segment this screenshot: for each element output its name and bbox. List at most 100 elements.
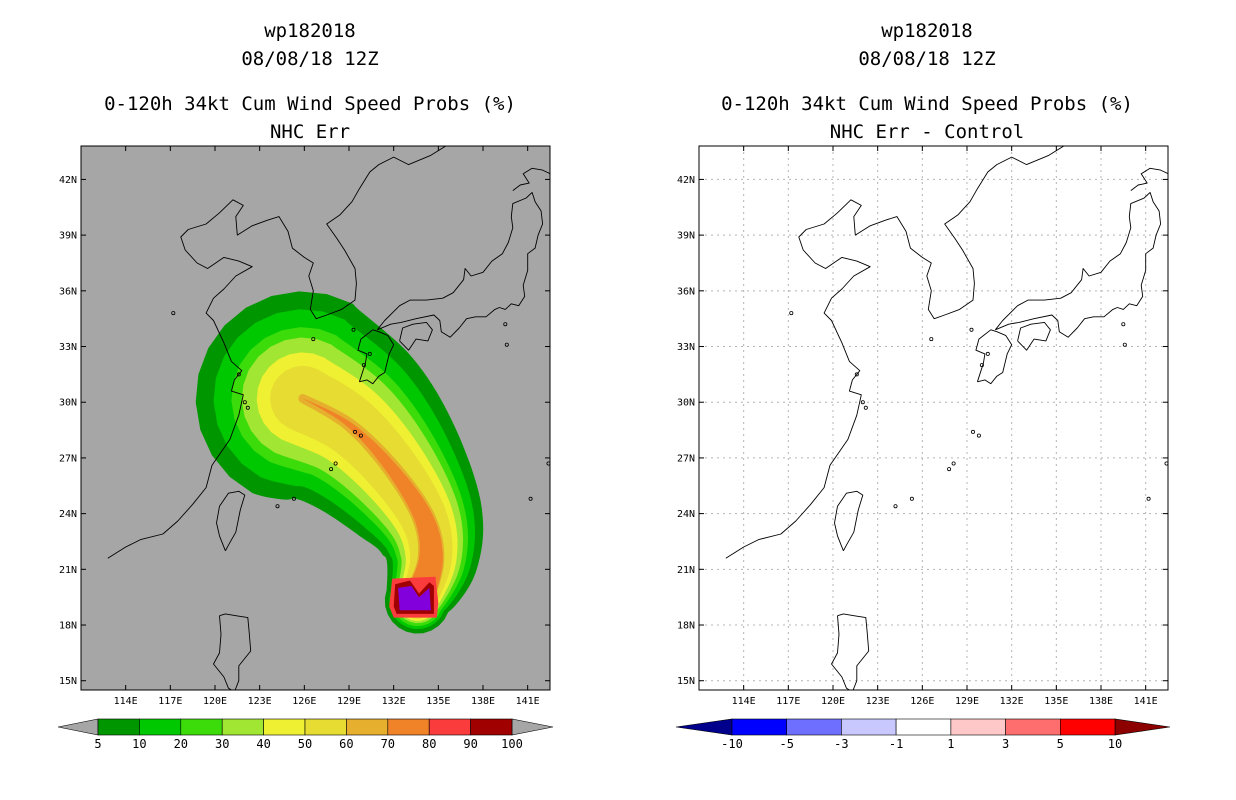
colorbar-label: 5 <box>1057 737 1064 751</box>
x-tick-label: 120E <box>203 696 227 707</box>
coastline-segment <box>1130 167 1168 191</box>
right-map-background <box>699 146 1168 690</box>
island-outline <box>1122 342 1127 347</box>
right-titles: wp182018 08/08/18 12Z 0-120h 34kt Cum Wi… <box>721 20 1133 143</box>
island-outline <box>242 400 247 405</box>
island-outline <box>789 311 794 316</box>
colorbar-bin <box>263 718 306 736</box>
colorbar-bin <box>841 718 897 736</box>
colorbar-label: 10 <box>132 737 146 751</box>
colorbar-label: 1 <box>947 737 954 751</box>
left-y-ticks: 15N 18N 21N 24N 27N 30N 33N 36N 39N 42N <box>59 175 550 687</box>
x-tick-label: 126E <box>910 696 934 707</box>
coastline-segment <box>994 191 1162 338</box>
right-colorbar: -10 -5 -3 -1 1 3 5 10 <box>675 718 1171 751</box>
y-tick-label: 42N <box>59 175 77 186</box>
x-tick-label: 141E <box>516 696 540 707</box>
left-title-date: 08/08/18 12Z <box>241 48 378 70</box>
island-outline <box>73 583 76 586</box>
right-title-variant: NHC Err - Control <box>830 121 1024 143</box>
right-y-ticks: 15N 18N 21N 24N 27N 30N 33N 36N 39N 42N <box>677 175 1168 687</box>
y-tick-label: 30N <box>59 398 77 409</box>
island-outline <box>893 504 898 509</box>
colorbar-bin <box>731 718 788 736</box>
right-x-ticks: 114E 117E 120E 123E 126E 129E 132E 135E 138E 141E <box>732 146 1158 707</box>
island-outline <box>528 496 533 501</box>
y-tick-label: 18N <box>677 621 695 632</box>
y-tick-label: 24N <box>59 509 77 520</box>
island-outline <box>969 327 974 332</box>
colorbar-label: 90 <box>463 737 477 751</box>
left-probability-fill <box>195 291 484 634</box>
coastline-segment <box>107 146 447 559</box>
colorbar-bin <box>950 718 1006 736</box>
x-tick-label: 114E <box>732 696 756 707</box>
island-outline <box>929 337 934 342</box>
colorbar-label: 100 <box>501 737 523 751</box>
left-x-ticks: 114E 117E 120E 123E 126E 129E 132E 135E 138E 141E <box>114 146 540 707</box>
colorbar-label: -5 <box>779 737 793 751</box>
island-outline <box>351 327 356 332</box>
colorbar-bin <box>180 718 223 736</box>
y-tick-label: 30N <box>677 398 695 409</box>
coastline-segment <box>725 146 1065 559</box>
island-outline <box>236 372 241 377</box>
island-outline <box>503 322 508 327</box>
colorbar-label: 80 <box>422 737 436 751</box>
island-outline <box>971 429 976 434</box>
colorbar-bin <box>346 718 389 736</box>
colorbar-bin <box>304 718 347 736</box>
island-outline <box>352 429 357 434</box>
y-tick-label: 21N <box>677 565 695 576</box>
island-outline <box>333 461 338 466</box>
island-outline <box>1121 322 1126 327</box>
island-outline <box>291 496 296 501</box>
island-outline <box>275 504 280 509</box>
island-outline <box>947 467 952 472</box>
x-tick-label: 129E <box>337 696 361 707</box>
colorbar-bin <box>470 718 513 736</box>
colorbar-high-arrow <box>1114 718 1171 736</box>
colorbar-label: -1 <box>889 737 903 751</box>
coastline-segment <box>399 321 433 351</box>
y-tick-label: 33N <box>59 342 77 353</box>
x-tick-label: 123E <box>866 696 890 707</box>
colorbar-label: 20 <box>174 737 188 751</box>
coastline-segment <box>213 613 252 690</box>
y-tick-label: 27N <box>677 453 695 464</box>
island-outline <box>863 405 868 410</box>
x-tick-label: 138E <box>471 696 495 707</box>
island-outline <box>311 337 316 342</box>
left-map-frame <box>80 145 551 691</box>
colorbar-label: 60 <box>339 737 353 751</box>
island-outline <box>1146 496 1151 501</box>
island-outline <box>951 461 956 466</box>
colorbar-bin <box>428 718 471 736</box>
y-tick-label: 18N <box>59 621 77 632</box>
y-tick-label: 27N <box>59 453 77 464</box>
x-tick-label: 120E <box>821 696 845 707</box>
colorbar-bin <box>97 718 140 736</box>
right-coastlines <box>725 146 1168 690</box>
right-gridlines <box>699 146 1168 690</box>
y-tick-label: 36N <box>677 286 695 297</box>
y-tick-label: 36N <box>59 286 77 297</box>
island-outline <box>976 433 981 438</box>
prob-contour-100 <box>398 586 431 611</box>
colorbar-label: -3 <box>834 737 848 751</box>
y-tick-label: 24N <box>677 509 695 520</box>
island-outline <box>367 351 372 356</box>
x-tick-label: 123E <box>248 696 272 707</box>
coastline-segment <box>975 329 1013 385</box>
left-title-variant: NHC Err <box>270 121 350 143</box>
island-outline <box>854 372 859 377</box>
left-map: 114E 117E 120E 123E 126E 129E 132E 135E 138E 141E… <box>59 145 551 707</box>
left-colorbar: 5 10 20 30 40 50 60 70 80 90 100 <box>57 718 554 751</box>
colorbar-bin <box>221 718 264 736</box>
colorbar-bin <box>1005 718 1061 736</box>
island-outline <box>909 496 914 501</box>
island-outline <box>504 342 509 347</box>
island-outline <box>171 311 176 316</box>
colorbar-bin <box>786 718 842 736</box>
